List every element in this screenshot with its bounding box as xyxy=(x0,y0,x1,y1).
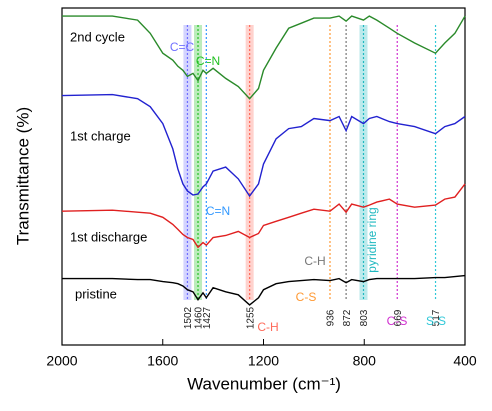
peak-annotation: C=N xyxy=(206,204,230,218)
x-tick-label: 400 xyxy=(453,353,477,369)
peak-annotation: C=C xyxy=(170,40,195,54)
peak-value: 1460 xyxy=(194,306,205,329)
x-tick-label: 1200 xyxy=(248,353,279,369)
peak-value: 1255 xyxy=(245,306,256,329)
peak-annotation: C-H xyxy=(304,254,325,268)
peak-value: 669 xyxy=(393,309,404,326)
x-tick-label: 2000 xyxy=(46,353,77,369)
y-axis-label: Transmittance (%) xyxy=(13,107,32,245)
series-line xyxy=(62,274,466,306)
series-label: 1st charge xyxy=(70,128,131,143)
x-tick-label: 800 xyxy=(353,353,377,369)
series-label: 1st discharge xyxy=(70,229,147,244)
series-label: 2nd cycle xyxy=(70,29,125,44)
peak-annotation: C-S xyxy=(387,314,408,328)
peak-value: 872 xyxy=(342,309,353,326)
series-line xyxy=(62,15,466,100)
x-axis-label: Wavenumber (cm⁻¹) xyxy=(187,374,341,393)
peak-annotation: S-S xyxy=(426,314,446,328)
peak-value: 517 xyxy=(431,309,442,326)
peak-annotation: C-H xyxy=(257,320,278,334)
plot-frame xyxy=(61,7,466,346)
peak-annotation: pyridine ring xyxy=(365,207,379,272)
series-line xyxy=(61,183,466,249)
peak-value: 803 xyxy=(359,309,370,326)
peak-value: 1502 xyxy=(183,306,194,329)
peak-value: 936 xyxy=(326,309,337,326)
peak-value: 1427 xyxy=(202,306,213,329)
series-label: pristine xyxy=(75,286,117,301)
peak-annotation: C=N xyxy=(196,54,220,68)
x-tick-label: 1600 xyxy=(147,353,178,369)
peak-annotation: C-S xyxy=(296,290,317,304)
series-line xyxy=(61,93,466,198)
